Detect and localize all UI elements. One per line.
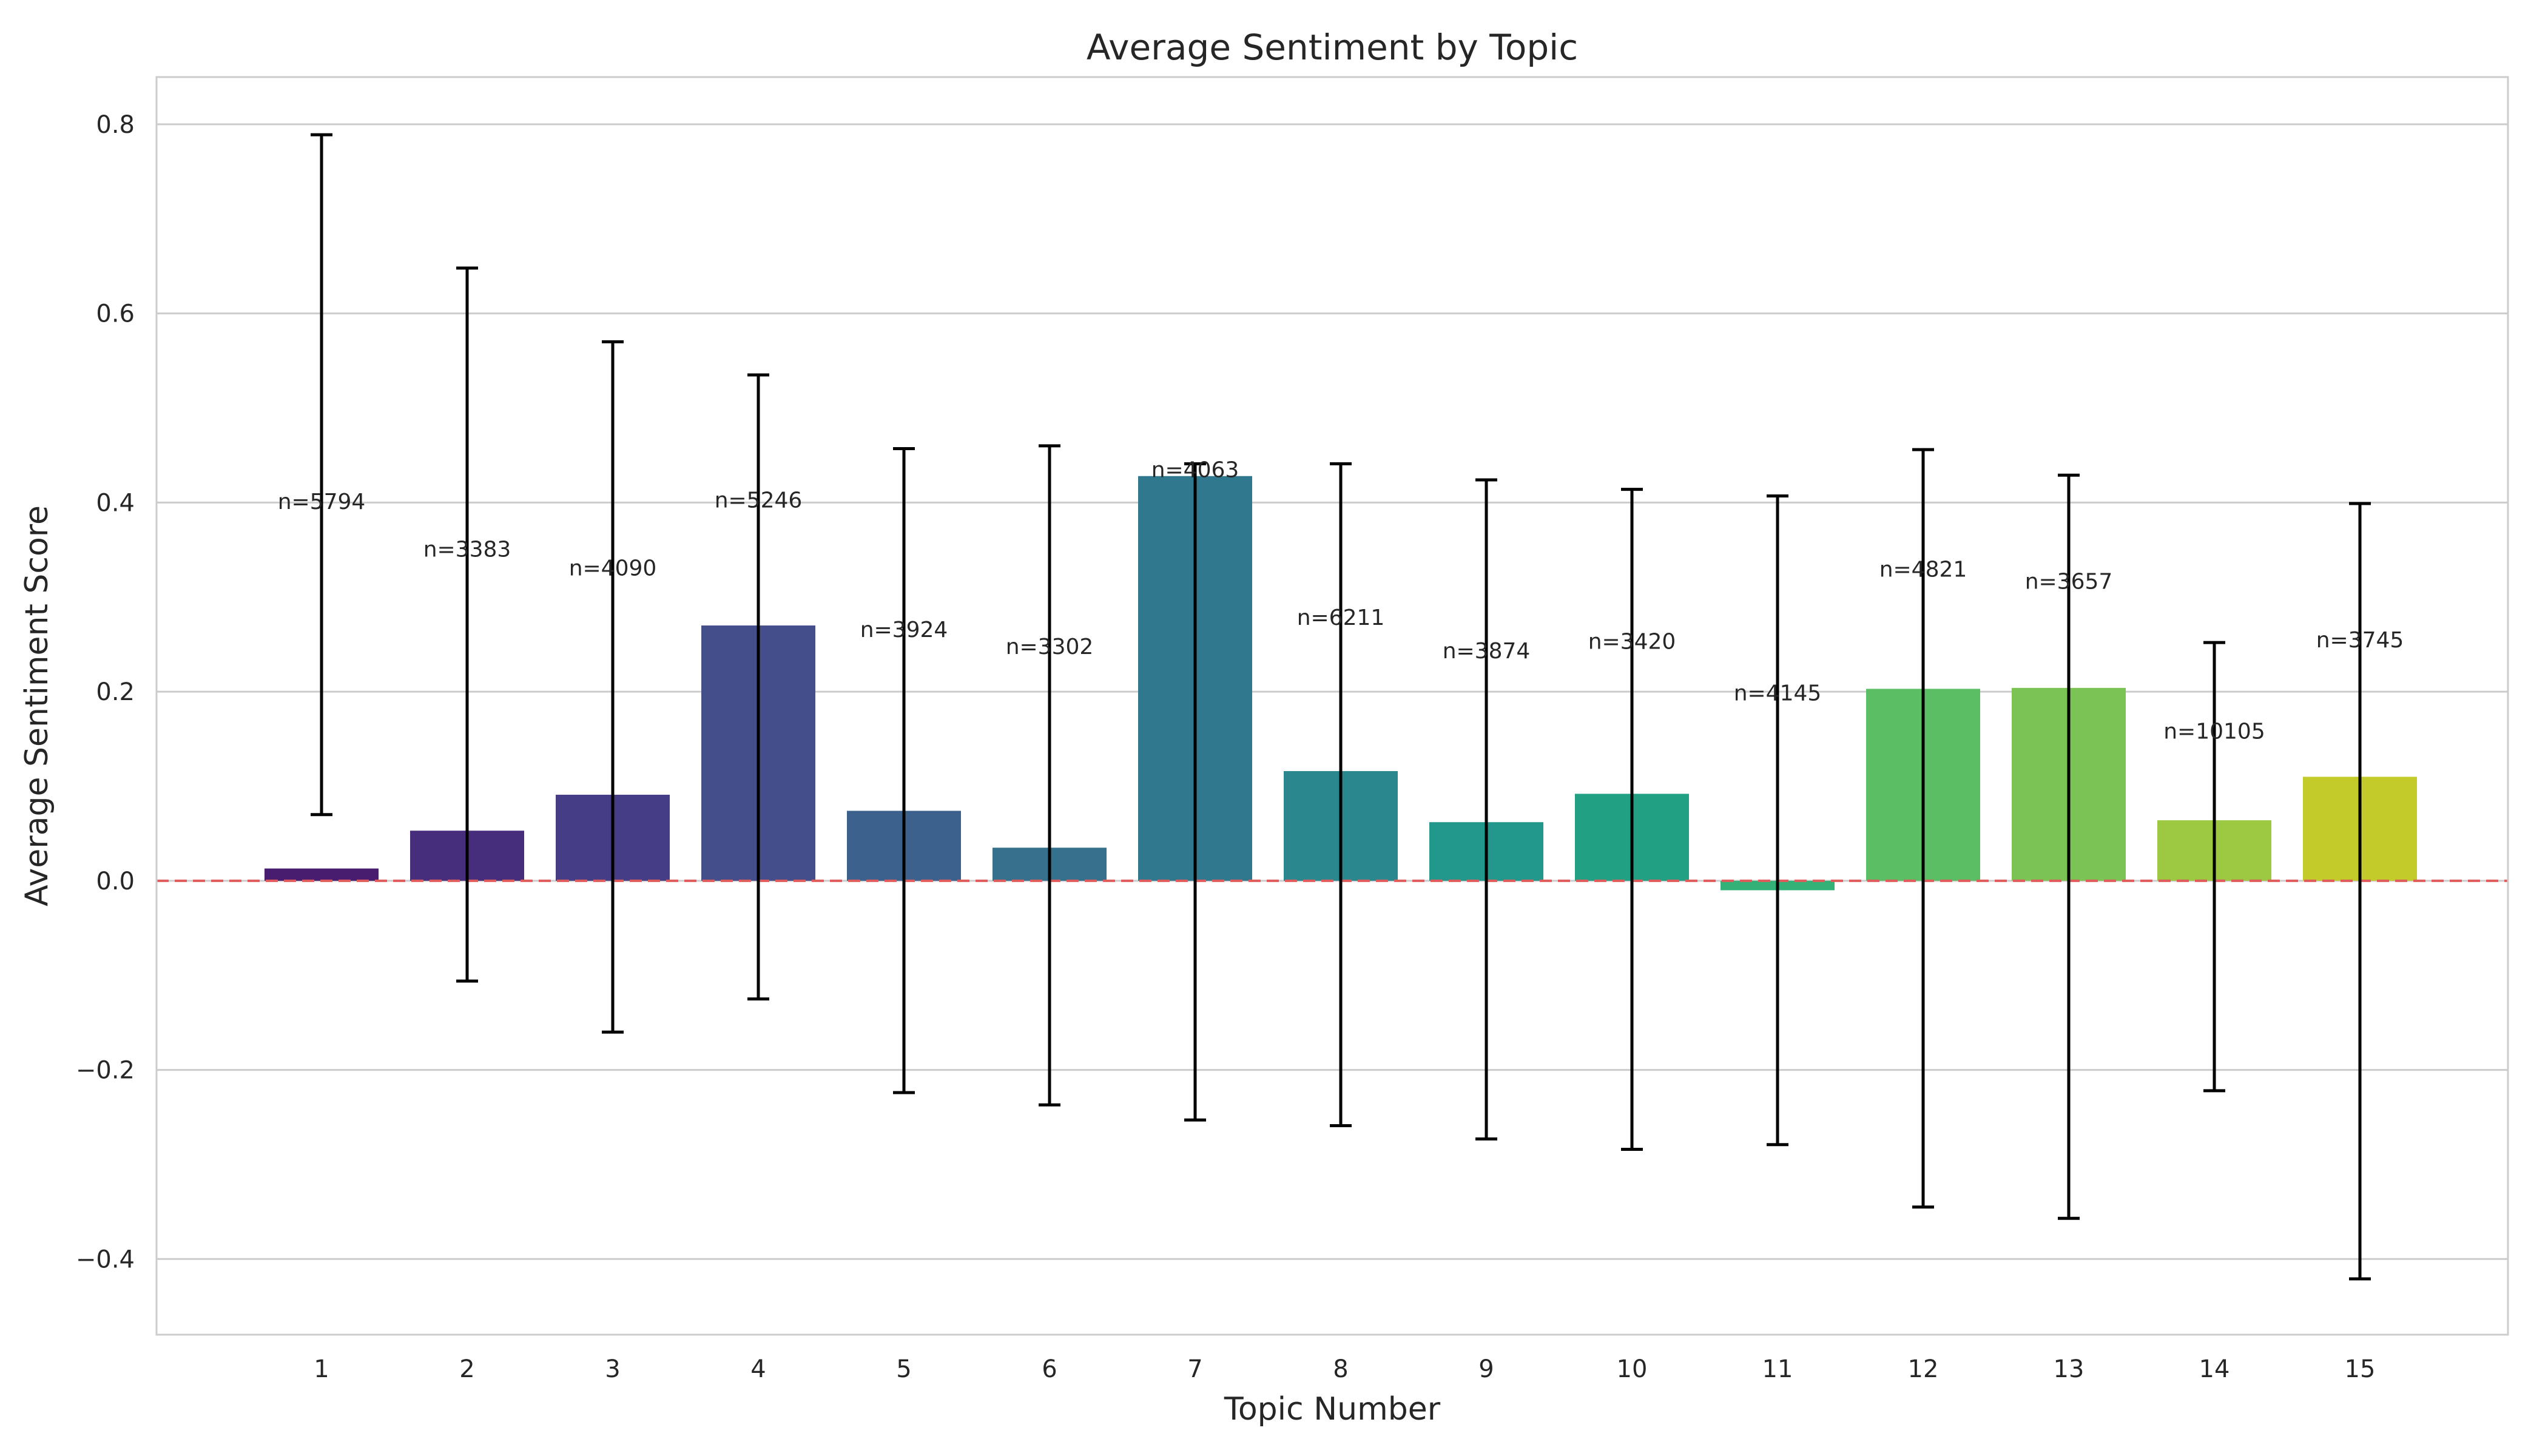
error-bar-topic-7 [1184,462,1206,1122]
error-bar-topic-9 [1475,478,1497,1141]
error-bar-topic-15 [2349,502,2371,1281]
x-tick-label: 14 [2199,1355,2230,1383]
count-label-topic-3: n=4090 [569,556,657,581]
x-tick-label: 1 [314,1355,329,1383]
y-tick-label: 0.6 [96,300,135,328]
x-tick-labels: 1 2 3 4 5 6 7 8 9 10 11 12 13 14 15 [314,1355,2375,1383]
error-bar-topic-10 [1621,488,1643,1151]
error-bar-topic-8 [1330,462,1352,1128]
error-bar-topic-12 [1912,448,1934,1209]
x-tick-label: 5 [896,1355,911,1383]
count-label-topic-15: n=3745 [2316,628,2404,653]
count-labels: n=5794 n=3383 n=4090 n=5246 n=3924 n=3302 n=40… [278,458,2404,744]
error-bar-topic-14 [2203,641,2225,1093]
plot-frame [155,76,2509,1336]
count-label-topic-5: n=3924 [860,618,948,642]
count-label-topic-11: n=4145 [1734,681,1822,706]
y-axis-label: Average Sentiment Score [19,505,55,906]
count-label-topic-14: n=10105 [2163,720,2265,744]
error-bar-topic-5 [893,447,915,1094]
x-tick-label: 12 [1908,1355,1939,1383]
y-tick-label: −0.2 [76,1057,135,1085]
y-tick-labels: −0.4 −0.2 0.0 0.2 0.4 0.6 0.8 [76,111,135,1273]
y-tick-label: 0.8 [96,111,135,139]
y-tick-label: 0.4 [96,489,135,517]
count-label-topic-10: n=3420 [1588,630,1676,655]
x-tick-label: 2 [459,1355,474,1383]
x-tick-label: 13 [2054,1355,2085,1383]
x-tick-label: 4 [750,1355,766,1383]
x-tick-label: 8 [1333,1355,1348,1383]
count-label-topic-4: n=5246 [715,488,803,513]
y-tick-label: 0.0 [96,868,135,895]
x-axis-label: Topic Number [1224,1391,1441,1427]
error-bar-topic-13 [2058,473,2080,1220]
y-tick-label: −0.4 [76,1245,135,1273]
count-label-topic-8: n=6211 [1297,605,1385,630]
error-bar-topic-11 [1767,494,1788,1147]
count-label-topic-2: n=3383 [423,538,511,562]
x-tick-label: 11 [1762,1355,1793,1383]
x-tick-label: 15 [2345,1355,2376,1383]
y-tick-label: 0.2 [96,678,135,706]
x-tick-label: 6 [1042,1355,1057,1383]
x-tick-label: 10 [1617,1355,1648,1383]
error-bar-topic-6 [1039,444,1060,1107]
error-bar-topic-1 [311,133,332,817]
x-tick-label: 3 [605,1355,620,1383]
error-bars [311,133,2371,1281]
bar-topic-1 [265,868,379,881]
count-label-topic-12: n=4821 [1879,557,1967,582]
error-bar-topic-4 [747,373,769,1001]
count-label-topic-6: n=3302 [1006,635,1094,659]
chart-title: Average Sentiment by Topic [1087,27,1578,68]
error-bar-topic-2 [456,266,478,983]
count-label-topic-13: n=3657 [2025,570,2113,595]
count-label-topic-1: n=5794 [278,490,366,514]
x-tick-label: 9 [1478,1355,1494,1383]
error-bar-topic-3 [602,340,624,1034]
count-label-topic-7: n=4063 [1151,458,1239,483]
x-tick-label: 7 [1187,1355,1202,1383]
count-label-topic-9: n=3874 [1443,639,1531,664]
